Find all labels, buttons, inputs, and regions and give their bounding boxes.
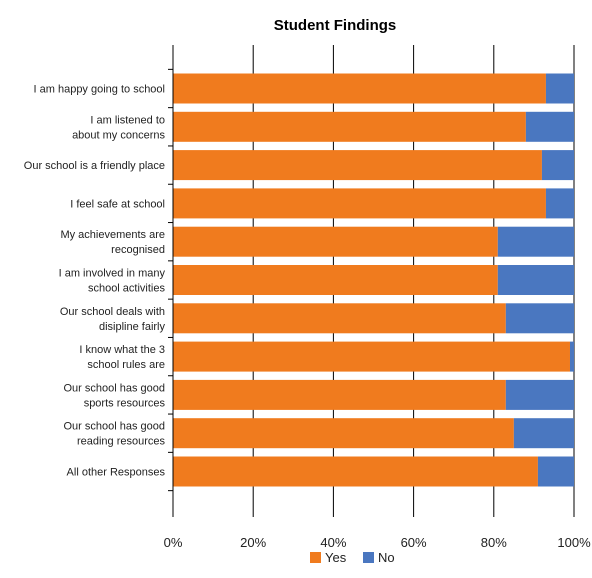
bar-yes — [173, 456, 538, 487]
bar-yes — [173, 150, 542, 181]
bar-no — [525, 111, 574, 142]
category-label: I am listened to about my concerns — [72, 114, 165, 141]
category-label: I know what the 3 school rules are — [79, 344, 165, 371]
bar-yes — [173, 111, 526, 142]
bar-yes — [173, 418, 514, 449]
bars — [173, 73, 574, 487]
x-tick-labels: 0% 20% 40% 60% 80% 100% — [164, 535, 591, 550]
legend: Yes No — [310, 550, 395, 565]
legend-label-no: No — [378, 550, 395, 565]
category-label: All other Responses — [67, 467, 166, 479]
x-tick-label: 40% — [320, 535, 346, 550]
bar-no — [513, 418, 574, 449]
bar-yes — [173, 303, 506, 334]
category-labels: I am happy going to school I am listened … — [24, 84, 166, 479]
category-label: Our school has good reading resources — [63, 421, 165, 448]
legend-swatch-yes — [310, 552, 321, 563]
bar-yes — [173, 379, 506, 410]
x-tick-label: 60% — [401, 535, 427, 550]
bar-no — [545, 73, 574, 104]
bar-yes — [173, 265, 498, 295]
bar-yes — [173, 188, 546, 219]
category-label: Our school is a friendly place — [24, 160, 165, 172]
bar-yes — [173, 226, 498, 257]
chart-title: Student Findings — [274, 17, 396, 34]
bar-no — [537, 456, 574, 487]
bar-yes — [173, 73, 546, 104]
legend-swatch-no — [363, 552, 374, 563]
legend-label-yes: Yes — [325, 550, 347, 565]
x-tick-label: 80% — [481, 535, 507, 550]
bar-yes — [173, 341, 570, 372]
category-label: Our school deals with disipline fairly — [60, 306, 166, 333]
bar-no — [505, 379, 574, 410]
x-tick-label: 100% — [557, 535, 591, 550]
x-tick-label: 0% — [164, 535, 183, 550]
category-label: I am involved in many school activities — [59, 268, 166, 295]
category-label: I feel safe at school — [70, 198, 165, 210]
category-label: My achievements are recognised — [60, 229, 165, 256]
x-tick-label: 20% — [240, 535, 266, 550]
bar-no — [497, 226, 574, 257]
bar-no — [569, 341, 574, 372]
axes — [168, 45, 174, 517]
bar-no — [545, 188, 574, 219]
category-label: I am happy going to school — [34, 84, 165, 96]
bar-no — [541, 150, 574, 181]
category-label: Our school has good sports resources — [63, 382, 165, 409]
bar-no — [505, 303, 574, 334]
bar-no — [497, 265, 574, 295]
